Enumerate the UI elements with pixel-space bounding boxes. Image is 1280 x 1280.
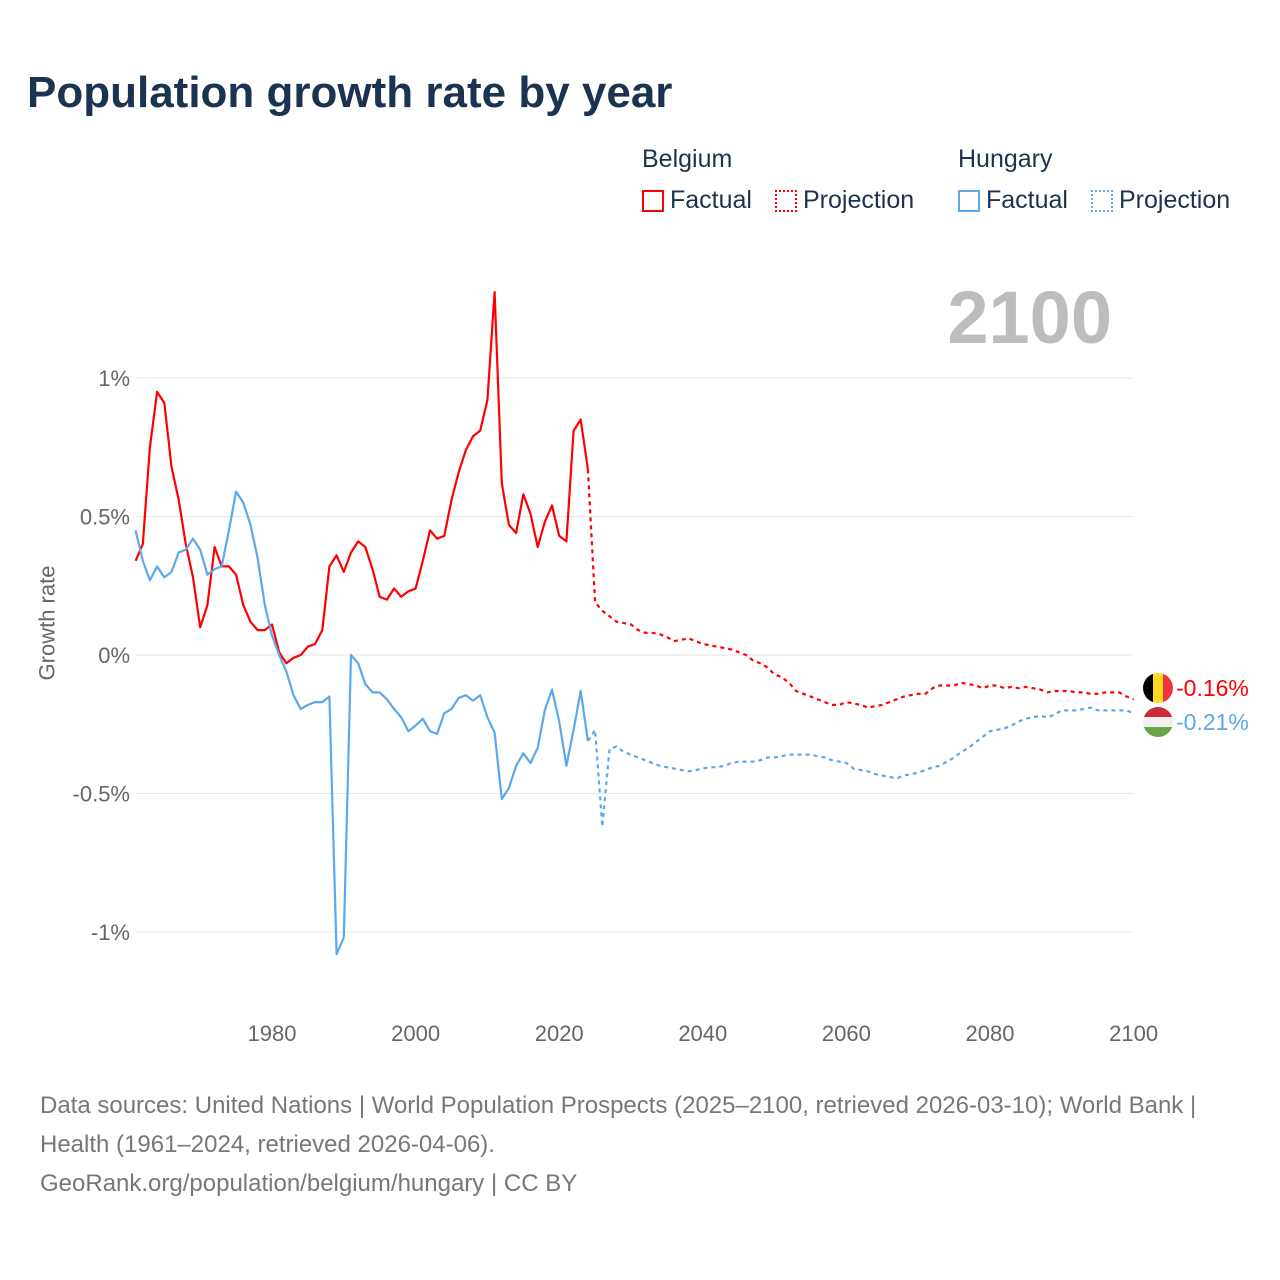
footer-sources: Data sources: United Nations | World Pop… <box>40 1092 1197 1158</box>
belgium-flag-icon <box>1143 673 1173 703</box>
legend-group-belgium: Belgium <box>642 145 733 173</box>
legend-belgium-factual[interactable]: Factual <box>642 186 752 215</box>
y-tick-label: -1% <box>91 920 130 945</box>
legend-swatch-solid <box>958 189 980 212</box>
y-tick-label: -0.5% <box>73 782 130 807</box>
legend-belgium-projection[interactable]: Projection <box>775 186 914 215</box>
x-tick-label: 2080 <box>966 1021 1015 1046</box>
x-tick-label: 2000 <box>391 1021 440 1046</box>
y-tick-label: 1% <box>98 366 130 391</box>
hungary-flag-icon <box>1143 707 1173 737</box>
legend-swatch-dotted <box>775 189 797 212</box>
legend-swatch-solid <box>642 189 664 212</box>
belgium-factual-line <box>134 291 589 665</box>
hungary-projection-line <box>586 706 1134 828</box>
hungary-end-label: -0.21% <box>1176 709 1249 735</box>
x-tick-label: 2020 <box>535 1021 584 1046</box>
legend-label: Projection <box>803 186 915 214</box>
hungary-factual-line <box>134 490 589 956</box>
x-tick-label: 2100 <box>1109 1021 1158 1046</box>
current-year-label: 2100 <box>947 276 1112 359</box>
belgium-projection-line <box>586 469 1134 709</box>
legend-label: Projection <box>1119 186 1231 214</box>
y-tick-label: 0.5% <box>80 505 130 530</box>
legend-hungary-projection[interactable]: Projection <box>1091 186 1230 215</box>
footer-credit[interactable]: GeoRank.org/population/belgium/hungary |… <box>40 1170 578 1197</box>
chart-title: Population growth rate by year <box>27 68 673 117</box>
legend-label: Factual <box>670 186 752 214</box>
x-tick-label: 2060 <box>822 1021 871 1046</box>
legend-hungary-factual[interactable]: Factual <box>958 186 1068 215</box>
x-tick-label: 2040 <box>678 1021 727 1046</box>
y-tick-label: 0% <box>98 643 130 668</box>
x-tick-label: 1980 <box>248 1021 297 1046</box>
legend-swatch-dotted <box>1091 189 1113 212</box>
legend-group-hungary: Hungary <box>958 145 1053 173</box>
belgium-end-label: -0.16% <box>1176 675 1249 701</box>
legend-label: Factual <box>986 186 1068 214</box>
